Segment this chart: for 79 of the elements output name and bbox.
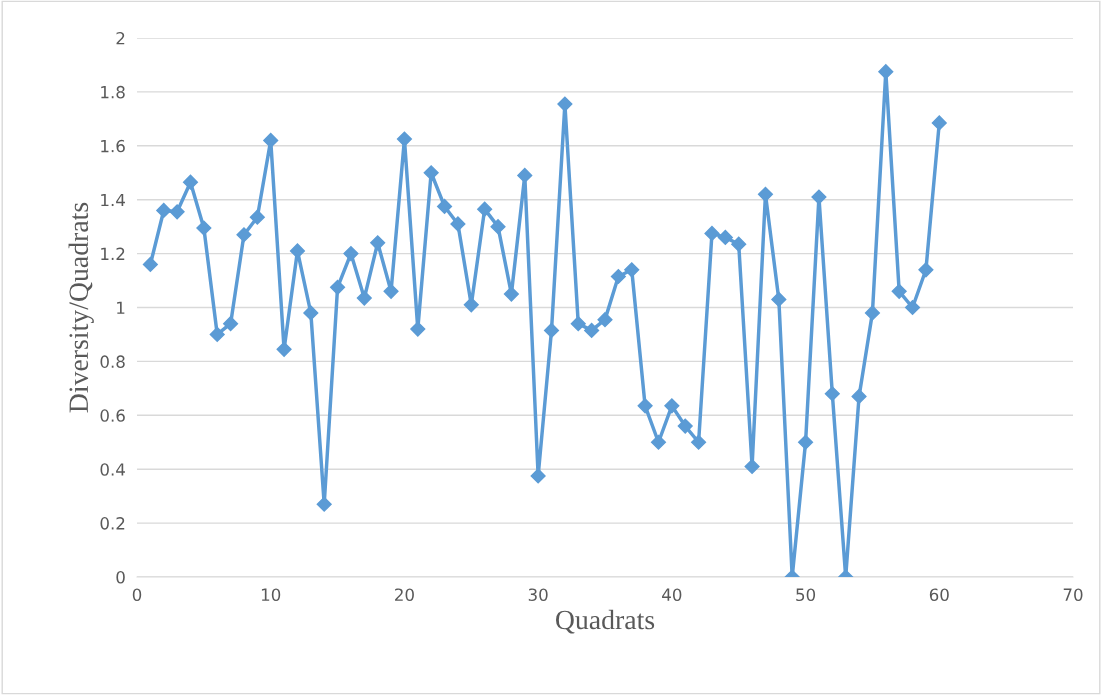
point bbox=[557, 96, 573, 112]
point bbox=[624, 262, 640, 278]
point bbox=[196, 220, 212, 236]
x-tick-label: 70 bbox=[1063, 588, 1083, 602]
point bbox=[717, 229, 733, 246]
point bbox=[370, 235, 386, 251]
point bbox=[182, 174, 199, 190]
point bbox=[463, 297, 479, 313]
point bbox=[530, 468, 546, 484]
point bbox=[236, 227, 252, 243]
point bbox=[343, 246, 359, 262]
x-tick-label: 40 bbox=[662, 588, 682, 602]
point bbox=[423, 165, 439, 181]
x-tick-label: 50 bbox=[796, 588, 816, 602]
y-tick-label: 0.4 bbox=[100, 463, 125, 476]
point bbox=[757, 186, 774, 202]
point bbox=[356, 290, 372, 306]
point bbox=[864, 305, 880, 321]
point bbox=[878, 64, 894, 80]
x-tick-label: 20 bbox=[395, 588, 414, 602]
point bbox=[798, 434, 814, 450]
point bbox=[396, 131, 412, 147]
point bbox=[664, 398, 680, 414]
point bbox=[931, 115, 947, 131]
point bbox=[450, 216, 466, 232]
point bbox=[570, 316, 586, 332]
point bbox=[543, 322, 560, 338]
point bbox=[824, 386, 840, 402]
point bbox=[610, 268, 626, 285]
point bbox=[744, 458, 760, 475]
x-axis-title: Quadrats bbox=[556, 609, 655, 634]
point bbox=[904, 299, 921, 316]
point bbox=[276, 341, 292, 357]
y-tick-label: 2 bbox=[116, 31, 125, 45]
x-tick-label: 30 bbox=[528, 588, 548, 602]
y-tick-label: 0.6 bbox=[100, 409, 125, 422]
x-tick-label: 0 bbox=[132, 588, 142, 602]
point bbox=[223, 316, 239, 332]
point bbox=[303, 305, 319, 321]
point bbox=[209, 326, 225, 343]
point bbox=[517, 167, 533, 184]
point bbox=[410, 321, 426, 337]
x-tick-label: 60 bbox=[929, 588, 949, 602]
point bbox=[918, 262, 934, 278]
y-tick-label: 1.8 bbox=[101, 85, 125, 99]
point bbox=[771, 291, 787, 307]
point bbox=[637, 398, 653, 414]
y-axis-title: Diversity/Quadrats bbox=[68, 202, 94, 413]
y-tick-label: 0.2 bbox=[100, 517, 125, 530]
point bbox=[503, 286, 519, 302]
point bbox=[891, 283, 907, 299]
x-tick-label: 10 bbox=[261, 588, 281, 602]
point bbox=[436, 198, 453, 215]
point bbox=[691, 434, 707, 450]
point bbox=[249, 209, 265, 225]
point bbox=[169, 204, 185, 220]
point bbox=[650, 434, 667, 450]
point bbox=[477, 201, 493, 217]
point bbox=[851, 388, 867, 405]
y-tick-label: 1.4 bbox=[101, 193, 125, 207]
point bbox=[156, 202, 172, 219]
point bbox=[330, 279, 346, 295]
y-tick-label: 0.8 bbox=[100, 355, 125, 368]
point bbox=[597, 312, 613, 328]
point bbox=[584, 322, 600, 338]
y-tick-label: 1.6 bbox=[101, 139, 125, 153]
point bbox=[289, 243, 306, 259]
point bbox=[383, 283, 399, 299]
y-tick-label: 1 bbox=[117, 301, 125, 314]
point bbox=[704, 225, 720, 241]
point bbox=[490, 219, 506, 235]
point bbox=[811, 189, 827, 205]
point bbox=[263, 132, 279, 148]
point bbox=[677, 418, 693, 434]
point bbox=[731, 236, 747, 252]
y-tick-label: 1.2 bbox=[101, 247, 125, 260]
y-tick-label: 0 bbox=[116, 570, 125, 584]
point bbox=[316, 496, 332, 512]
point bbox=[142, 256, 158, 272]
